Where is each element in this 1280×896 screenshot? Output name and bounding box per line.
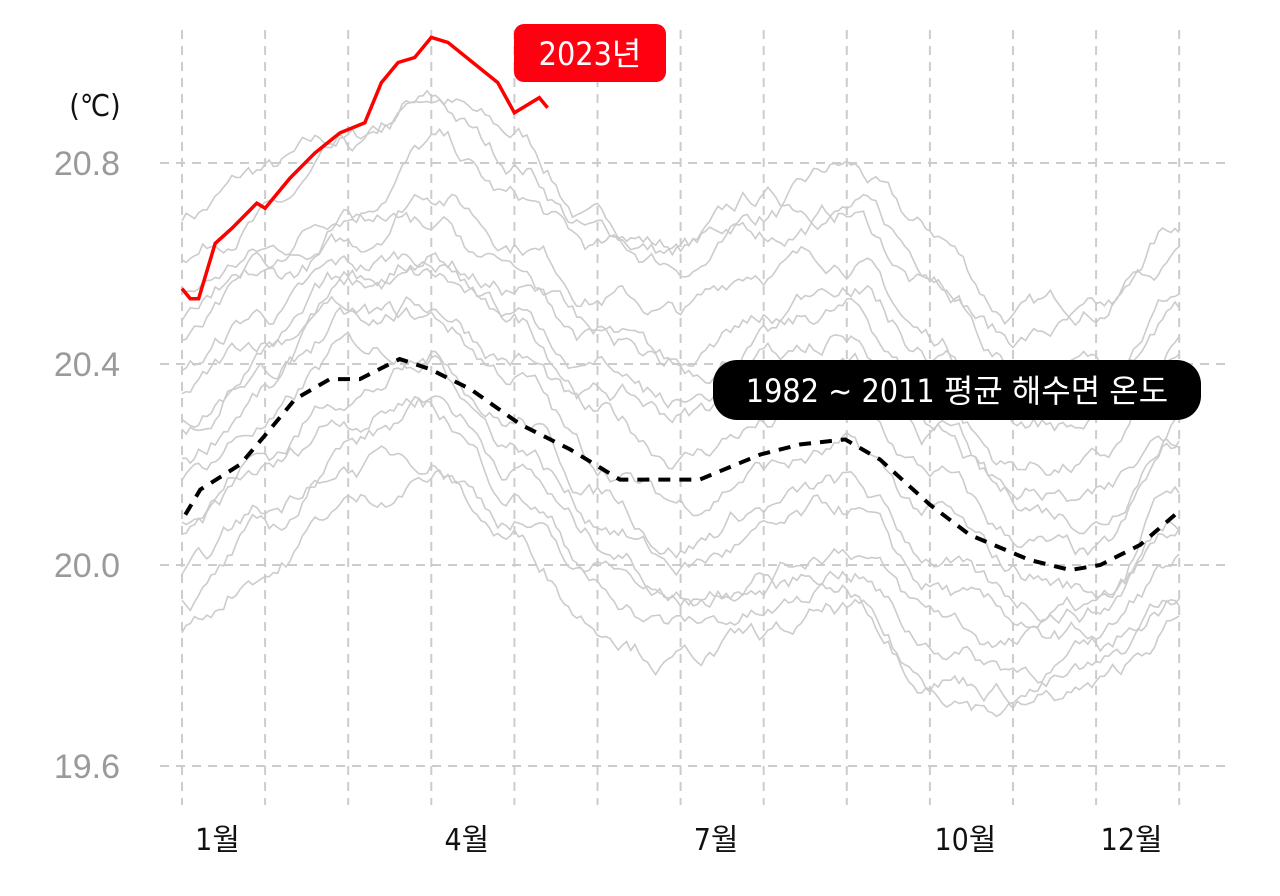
year-series-line: [181, 330, 1180, 625]
mean-series-line: [183, 356, 1177, 573]
year-series-line: [181, 354, 1180, 629]
y-axis-unit-label: (℃): [69, 89, 120, 124]
year-series-line: [181, 395, 1180, 649]
mean-label-badge: 1982 ~ 2011 평균 해수면 온도: [713, 360, 1201, 420]
year-series-line: [181, 260, 1180, 503]
year-series-line: [181, 193, 1180, 432]
y-tick-label: 20.8: [54, 145, 120, 183]
y-tick-label: 20.0: [54, 547, 120, 585]
year-series-line: [182, 300, 1180, 599]
year-series-line: [181, 295, 1180, 557]
year-series-line: [181, 89, 1180, 349]
year-series-line: [181, 98, 1180, 327]
x-tick-label: 1월: [195, 823, 240, 858]
y-axis-ticks: 19.6 20.0 20.4 20.8: [54, 145, 120, 786]
highlight-label-badge: 2023년: [514, 24, 666, 82]
year-series-line: [181, 468, 1180, 718]
x-tick-label: 7월: [694, 823, 739, 858]
x-axis-ticks: 1월 4월 7월 10월 12월: [195, 823, 1162, 858]
year-series-line: [181, 445, 1180, 705]
x-tick-label: 4월: [444, 823, 489, 858]
mean-label: 1982 ~ 2011 평균 해수면 온도: [746, 372, 1168, 410]
x-tick-label: 12월: [1101, 823, 1163, 858]
highlight-label: 2023년: [539, 35, 642, 73]
highlight-2023-line: [180, 35, 549, 301]
y-tick-label: 19.6: [54, 748, 120, 786]
y-tick-label: 20.4: [54, 346, 120, 384]
year-series-line: [181, 395, 1180, 684]
x-tick-label: 10월: [934, 823, 996, 858]
